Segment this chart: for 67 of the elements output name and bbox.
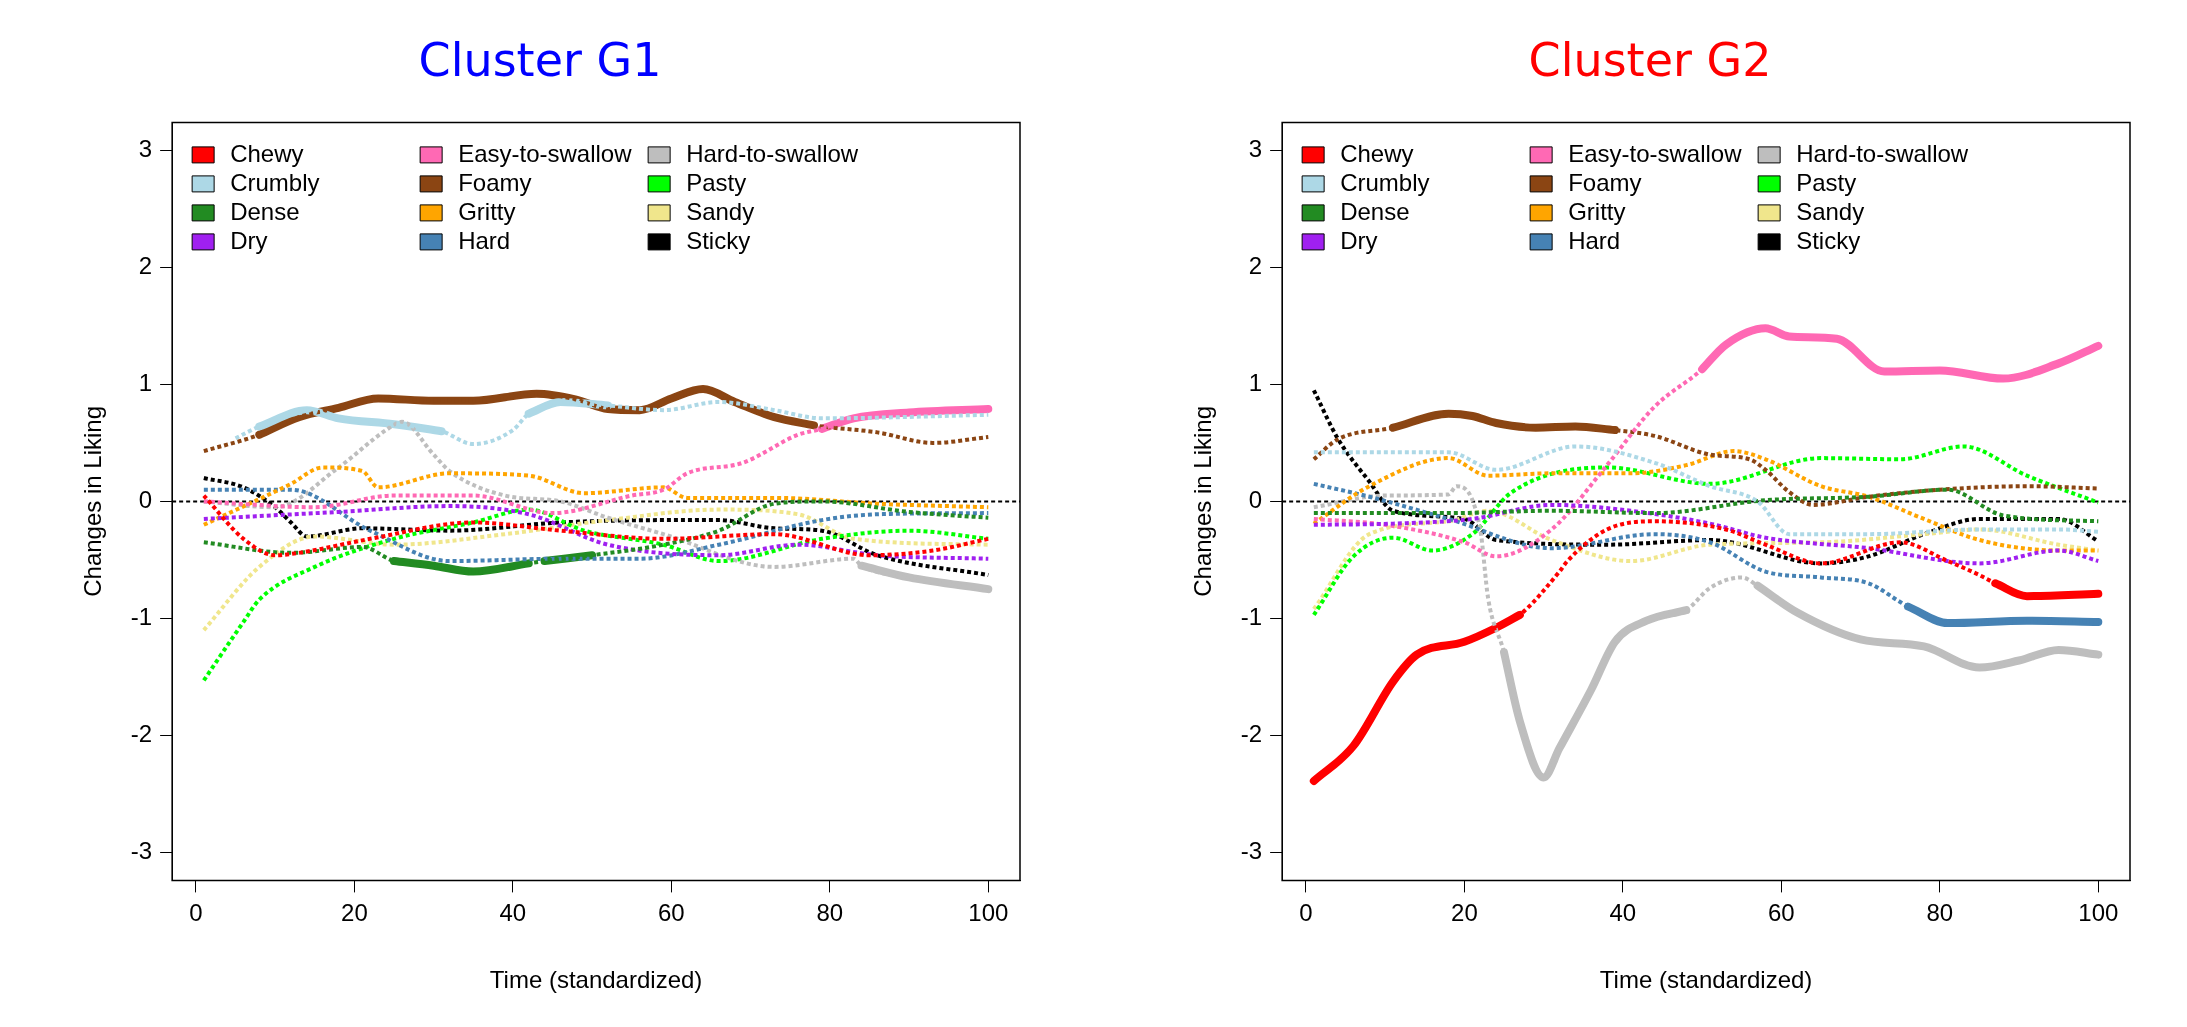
- line-series: [201, 493, 991, 558]
- y-tick-label: 2: [1248, 252, 1263, 280]
- x-axis-title: Time (standardized): [1599, 966, 1813, 994]
- y-tick-label: -2: [1240, 719, 1263, 747]
- legend-label: Hard: [1568, 226, 1621, 254]
- y-axis-title: Changes in Liking: [79, 406, 107, 597]
- legend-label: Hard-to-swallow: [686, 139, 859, 167]
- x-tick-label: 60: [1768, 899, 1795, 927]
- legend-label: Hard: [458, 226, 511, 254]
- legend-label: Chewy: [230, 139, 304, 167]
- y-tick-label: 3: [138, 135, 153, 163]
- legend-label: Sandy: [686, 197, 755, 225]
- legend-label: Sticky: [1796, 226, 1861, 254]
- y-tick-label: 1: [1248, 369, 1263, 397]
- line-series: [1311, 444, 2101, 537]
- legend-label: Dense: [230, 197, 300, 225]
- x-axis-title: Time (standardized): [489, 966, 703, 994]
- y-tick-label: -3: [130, 836, 153, 864]
- x-tick-label: 20: [341, 899, 368, 927]
- x-tick-label: 0: [189, 899, 203, 927]
- legend-label: Dry: [1340, 226, 1378, 254]
- y-tick-label: -2: [130, 719, 153, 747]
- x-tick-label: 20: [1451, 899, 1478, 927]
- legend-label: Chewy: [1340, 139, 1414, 167]
- legend-label: Gritty: [1568, 197, 1626, 225]
- line-series: [1311, 502, 2101, 566]
- line-series: [1311, 508, 2101, 612]
- legend-label: Easy-to-swallow: [1568, 139, 1743, 167]
- x-tick-label: 0: [1299, 899, 1313, 927]
- x-tick-label: 40: [499, 899, 527, 927]
- y-tick-label: -1: [130, 603, 153, 630]
- line-series: [233, 399, 991, 447]
- legend-label: Foamy: [1568, 168, 1642, 196]
- legend-label: Pasty: [686, 168, 747, 196]
- line-series: [1311, 444, 2101, 617]
- x-tick-label: 100: [968, 899, 1009, 927]
- legend-label: Dry: [230, 226, 268, 254]
- y-axis-title: Changes in Liking: [1189, 406, 1217, 597]
- y-tick-label: 2: [138, 252, 153, 280]
- x-tick-label: 80: [1926, 899, 1954, 927]
- chart-title: Cluster G2: [1527, 32, 1773, 89]
- legend-label: Sticky: [686, 226, 751, 254]
- line-series: [1311, 487, 2101, 524]
- y-tick-label: 0: [138, 486, 153, 514]
- y-tick-label: 3: [1248, 135, 1263, 163]
- legend-label: Crumbly: [1340, 168, 1430, 196]
- x-tick-label: 60: [658, 899, 685, 927]
- legend-label: Gritty: [458, 197, 516, 225]
- line-series: [201, 507, 991, 633]
- legend-label: Easy-to-swallow: [458, 139, 633, 167]
- y-tick-label: -3: [1240, 836, 1263, 864]
- legend-label: Hard-to-swallow: [1796, 139, 1969, 167]
- legend-label: Foamy: [458, 168, 532, 196]
- y-tick-label: 0: [1248, 486, 1263, 514]
- legend-label: Dense: [1340, 197, 1410, 225]
- x-tick-label: 100: [2078, 899, 2119, 927]
- line-series: [201, 465, 991, 527]
- legend-label: Crumbly: [230, 168, 320, 196]
- line-series: [201, 504, 991, 561]
- legend-label: Pasty: [1796, 168, 1857, 196]
- legend-label: Sandy: [1796, 197, 1865, 225]
- x-tick-label: 40: [1609, 899, 1637, 927]
- y-tick-label: 1: [138, 369, 153, 397]
- x-tick-label: 80: [816, 899, 844, 927]
- y-tick-label: -1: [1240, 603, 1263, 630]
- line-series: [201, 487, 991, 564]
- chart-title: Cluster G1: [417, 32, 663, 89]
